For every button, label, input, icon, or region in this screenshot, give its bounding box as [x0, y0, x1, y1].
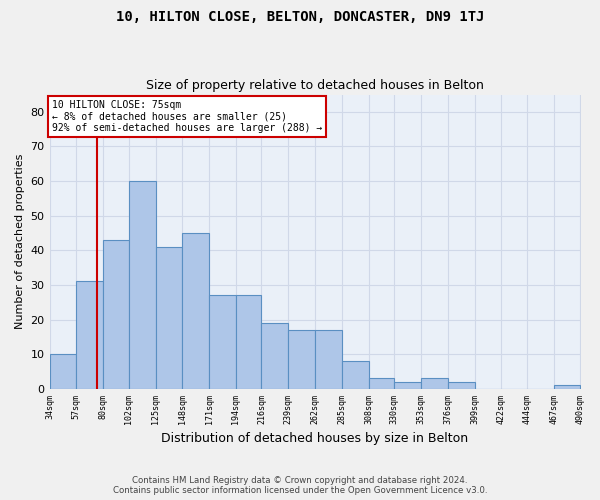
Bar: [103, 240, 129, 389]
Text: 10 HILTON CLOSE: 75sqm
← 8% of detached houses are smaller (25)
92% of semi-deta: 10 HILTON CLOSE: 75sqm ← 8% of detached …: [52, 100, 322, 133]
Bar: [315, 330, 342, 389]
Bar: [554, 386, 580, 389]
Text: Contains HM Land Registry data © Crown copyright and database right 2024.
Contai: Contains HM Land Registry data © Crown c…: [113, 476, 487, 495]
Bar: [368, 378, 394, 389]
X-axis label: Distribution of detached houses by size in Belton: Distribution of detached houses by size …: [161, 432, 469, 445]
Bar: [288, 330, 315, 389]
Bar: [448, 382, 475, 389]
Bar: [129, 181, 155, 389]
Title: Size of property relative to detached houses in Belton: Size of property relative to detached ho…: [146, 79, 484, 92]
Bar: [50, 354, 76, 389]
Bar: [76, 282, 103, 389]
Bar: [209, 296, 236, 389]
Bar: [182, 233, 209, 389]
Text: 10, HILTON CLOSE, BELTON, DONCASTER, DN9 1TJ: 10, HILTON CLOSE, BELTON, DONCASTER, DN9…: [116, 10, 484, 24]
Y-axis label: Number of detached properties: Number of detached properties: [15, 154, 25, 330]
Bar: [394, 382, 421, 389]
Bar: [421, 378, 448, 389]
Bar: [262, 323, 288, 389]
Bar: [236, 296, 262, 389]
Bar: [155, 247, 182, 389]
Bar: [342, 361, 368, 389]
